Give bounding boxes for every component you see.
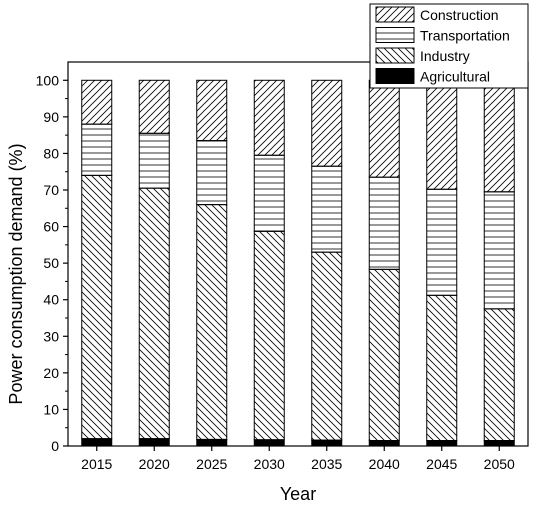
bar-transportation-2040 [368,176,400,270]
bar-transportation-2035 [311,165,343,253]
bar-construction-2015 [81,79,113,125]
bar-agricultural-2045 [426,440,458,447]
legend-swatch-construction [375,6,415,23]
y-tick-label: 70 [43,182,59,198]
y-tick-label: 20 [43,365,59,381]
bar-transportation-2025 [196,140,228,206]
bar-construction-2025 [196,79,228,142]
bar-transportation-2050 [483,191,515,310]
x-tick-label-2050: 2050 [484,456,515,472]
legend-label-agricultural: Agricultural [420,69,490,85]
bar-agricultural-2035 [311,439,343,447]
bar-construction-2030 [253,79,285,156]
y-tick-label: 10 [43,401,59,417]
bar-construction-2020 [138,79,170,134]
y-tick-label: 0 [51,438,59,454]
bar-agricultural-2020 [138,438,170,447]
y-tick-label: 60 [43,219,59,235]
x-tick-label-2020: 2020 [139,456,170,472]
legend-label-construction: Construction [420,7,499,23]
legend-label-transportation: Transportation [420,28,510,44]
y-tick-label: 80 [43,145,59,161]
bar-transportation-2015 [81,123,113,176]
legend-swatch-transportation [375,27,415,43]
bar-agricultural-2050 [483,440,515,447]
bar-industry-2040 [368,268,400,442]
plot-frame [67,61,529,447]
bar-construction-2050 [483,79,515,193]
bar-construction-2035 [311,79,343,167]
x-tick-label-2035: 2035 [311,456,342,472]
bar-agricultural-2025 [196,438,228,447]
y-tick-label: 30 [43,328,59,344]
y-axis-title: Power consumption demand (%) [6,143,26,404]
bar-industry-2045 [426,294,458,442]
bar-agricultural-2015 [81,438,113,447]
bar-industry-2035 [311,251,343,441]
y-tick-label: 50 [43,255,59,271]
x-tick-label-2040: 2040 [369,456,400,472]
bar-construction-2045 [426,79,458,190]
legend-swatch-industry [375,47,415,64]
bar-industry-2025 [196,204,228,440]
x-tick-label-2025: 2025 [196,456,227,472]
x-tick-label-2030: 2030 [254,456,285,472]
bar-transportation-2030 [253,154,285,232]
bar-industry-2020 [138,187,170,440]
bar-transportation-2020 [138,132,170,189]
y-tick-label: 100 [36,72,60,88]
y-tick-label: 40 [43,292,59,308]
y-tick-label: 90 [43,109,59,125]
bar-industry-2015 [81,174,113,440]
bar-industry-2050 [483,308,515,442]
bar-transportation-2045 [426,188,458,296]
x-tick-label-2045: 2045 [426,456,457,472]
legend: Construction Transportation Industry Agricu… [369,3,529,89]
bar-industry-2030 [253,230,285,441]
x-axis-title: Year [280,484,316,504]
bar-construction-2040 [368,79,400,178]
bar-agricultural-2040 [368,440,400,447]
bars-layer [81,79,515,447]
legend-swatch-agricultural [375,68,415,84]
x-tick-label-2015: 2015 [81,456,112,472]
bar-agricultural-2030 [253,439,285,447]
legend-label-industry: Industry [420,48,470,64]
